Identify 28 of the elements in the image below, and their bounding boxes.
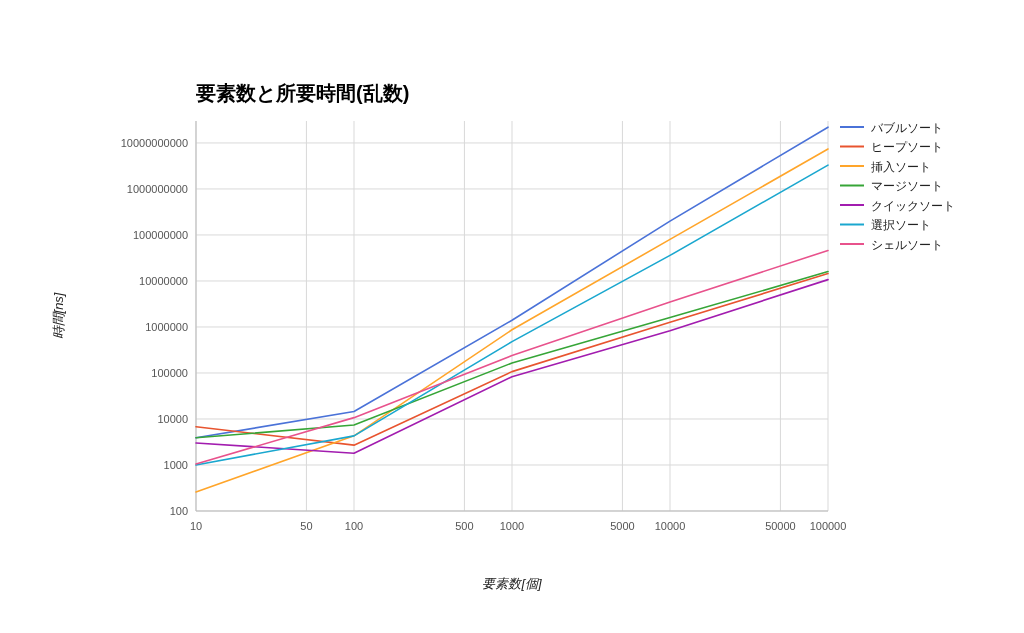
legend-label: 選択ソート [871,218,931,232]
y-tick-label: 10000000 [139,274,188,287]
x-tick-label: 50 [300,520,313,532]
legend-label: 挿入ソート [871,159,931,174]
y-tick-label: 100 [169,505,188,517]
legend-label: バブルソート [870,120,943,135]
y-tick-label: 10000000000 [120,136,188,149]
x-tick-label: 5000 [610,520,635,532]
legend-label: シェルソート [871,237,943,252]
x-tick-label: 10000 [654,520,686,532]
x-tick-label: 100 [344,520,364,532]
x-tick-label: 500 [455,520,474,532]
chart-title: 要素数と所要時間(乱数) [195,82,410,104]
y-tick-label: 1000 [163,458,188,471]
legend-label: クイックソート [871,198,955,213]
y-tick-label: 10000 [157,412,188,425]
x-tick-label: 10 [189,520,203,532]
y-axis-title: 時間[ns] [51,292,66,340]
x-tick-label: 100000 [809,520,847,532]
x-tick-label: 50000 [765,520,796,532]
y-tick-label: 100000000 [132,228,188,241]
y-tick-label: 1000000000 [126,182,188,195]
y-tick-label: 100000 [151,366,188,379]
legend-label: マージソート [871,179,943,193]
x-axis-title: 要素数[個] [482,576,542,591]
y-tick-label: 1000000 [145,320,188,333]
x-tick-label: 1000 [499,520,525,532]
legend-label: ヒープソート [871,140,943,154]
